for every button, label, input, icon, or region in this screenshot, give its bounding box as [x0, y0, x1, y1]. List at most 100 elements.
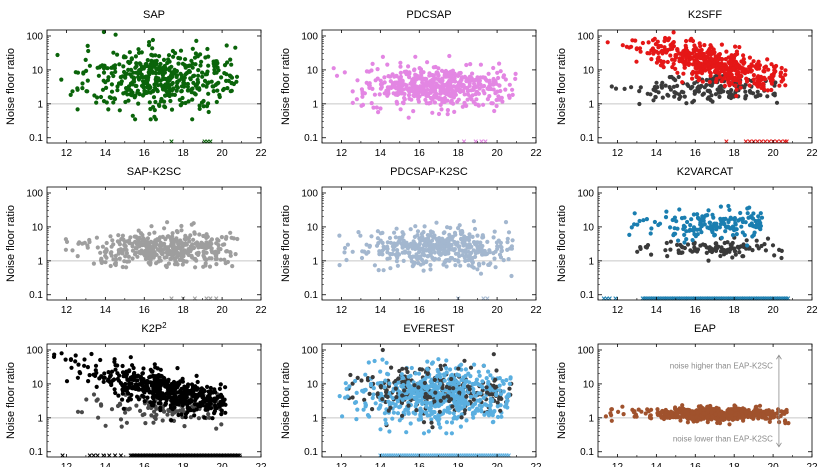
data-point [153, 375, 158, 381]
data-point [478, 397, 483, 402]
data-point [476, 261, 482, 266]
data-point [388, 74, 393, 79]
data-point [97, 376, 102, 381]
data-point-secondary [713, 241, 718, 246]
data-point [736, 70, 741, 75]
data-point-secondary [629, 85, 634, 90]
data-point [495, 244, 500, 249]
data-point [436, 257, 441, 262]
data-point [160, 84, 165, 89]
data-point-secondary [754, 238, 759, 243]
data-point [193, 398, 198, 403]
data-point [737, 81, 743, 86]
data-point-secondary [180, 407, 185, 412]
data-point [747, 55, 753, 60]
data-point [179, 84, 184, 89]
data-point [376, 110, 381, 115]
data-point [740, 230, 745, 235]
data-point [397, 390, 403, 395]
data-point [751, 77, 756, 82]
data-point [465, 77, 470, 82]
data-point [378, 403, 383, 408]
data-point-secondary [412, 383, 417, 388]
data-point [382, 411, 387, 416]
data-point [222, 257, 227, 262]
data-point [398, 70, 403, 75]
data-point-secondary [709, 83, 714, 88]
data-point [736, 218, 741, 223]
data-point [116, 233, 121, 238]
data-point [123, 99, 128, 105]
data-point [777, 83, 782, 88]
data-point [492, 108, 497, 114]
data-point [468, 94, 473, 99]
data-point [701, 56, 706, 62]
data-point-secondary [770, 243, 776, 248]
data-point-secondary [449, 376, 454, 382]
data-point [404, 430, 409, 435]
data-point [171, 54, 176, 59]
x-tick-label: 22 [806, 148, 818, 159]
data-point [101, 70, 107, 75]
data-point [169, 381, 174, 387]
data-point-secondary [498, 408, 503, 413]
data-point [442, 378, 447, 383]
y-tick-label: 0.1 [29, 447, 43, 458]
data-point-secondary [471, 397, 476, 402]
data-point [494, 97, 499, 103]
data-point [161, 76, 166, 82]
data-point [132, 252, 138, 257]
data-point [147, 40, 152, 45]
data-point [108, 234, 113, 239]
data-point [377, 92, 382, 97]
data-point [453, 263, 458, 268]
data-point [166, 261, 171, 266]
data-point [442, 249, 447, 255]
data-point [670, 65, 675, 70]
data-point [123, 55, 128, 60]
data-point [199, 100, 205, 105]
data-point [466, 263, 471, 268]
data-point [393, 402, 398, 407]
data-point [394, 86, 399, 91]
y-axis-label: Noise floor ratio [280, 205, 292, 282]
data-point [401, 258, 406, 263]
data-point [69, 365, 74, 370]
y-tick-label: 10 [32, 379, 44, 390]
data-point [465, 401, 470, 406]
data-point [444, 409, 450, 414]
data-point-secondary [772, 253, 777, 258]
data-point [425, 254, 430, 259]
data-point [378, 369, 383, 374]
data-point [431, 73, 436, 78]
data-point [449, 431, 454, 436]
data-point [169, 418, 174, 423]
data-point [178, 71, 183, 76]
data-point [738, 210, 743, 216]
data-point [719, 42, 725, 47]
data-point [411, 391, 416, 396]
data-point [415, 381, 421, 386]
data-point [160, 234, 165, 239]
y-tick-label: 10 [32, 222, 44, 233]
data-point [445, 70, 450, 75]
data-point [228, 89, 233, 94]
data-point [424, 404, 429, 409]
data-point [664, 48, 669, 53]
data-point-secondary [490, 392, 495, 397]
data-point [175, 79, 180, 84]
data-point [388, 240, 393, 245]
data-point [461, 375, 466, 380]
data-point [632, 222, 637, 227]
data-point-secondary [399, 401, 404, 406]
data-point [136, 101, 141, 106]
data-point [144, 74, 149, 79]
data-point [406, 93, 412, 98]
data-point [106, 370, 111, 375]
data-point [125, 391, 131, 396]
data-point [203, 55, 208, 60]
data-point-secondary [405, 369, 410, 375]
data-point [133, 246, 138, 251]
panel-title: SAP [143, 9, 165, 21]
data-point [209, 256, 214, 261]
